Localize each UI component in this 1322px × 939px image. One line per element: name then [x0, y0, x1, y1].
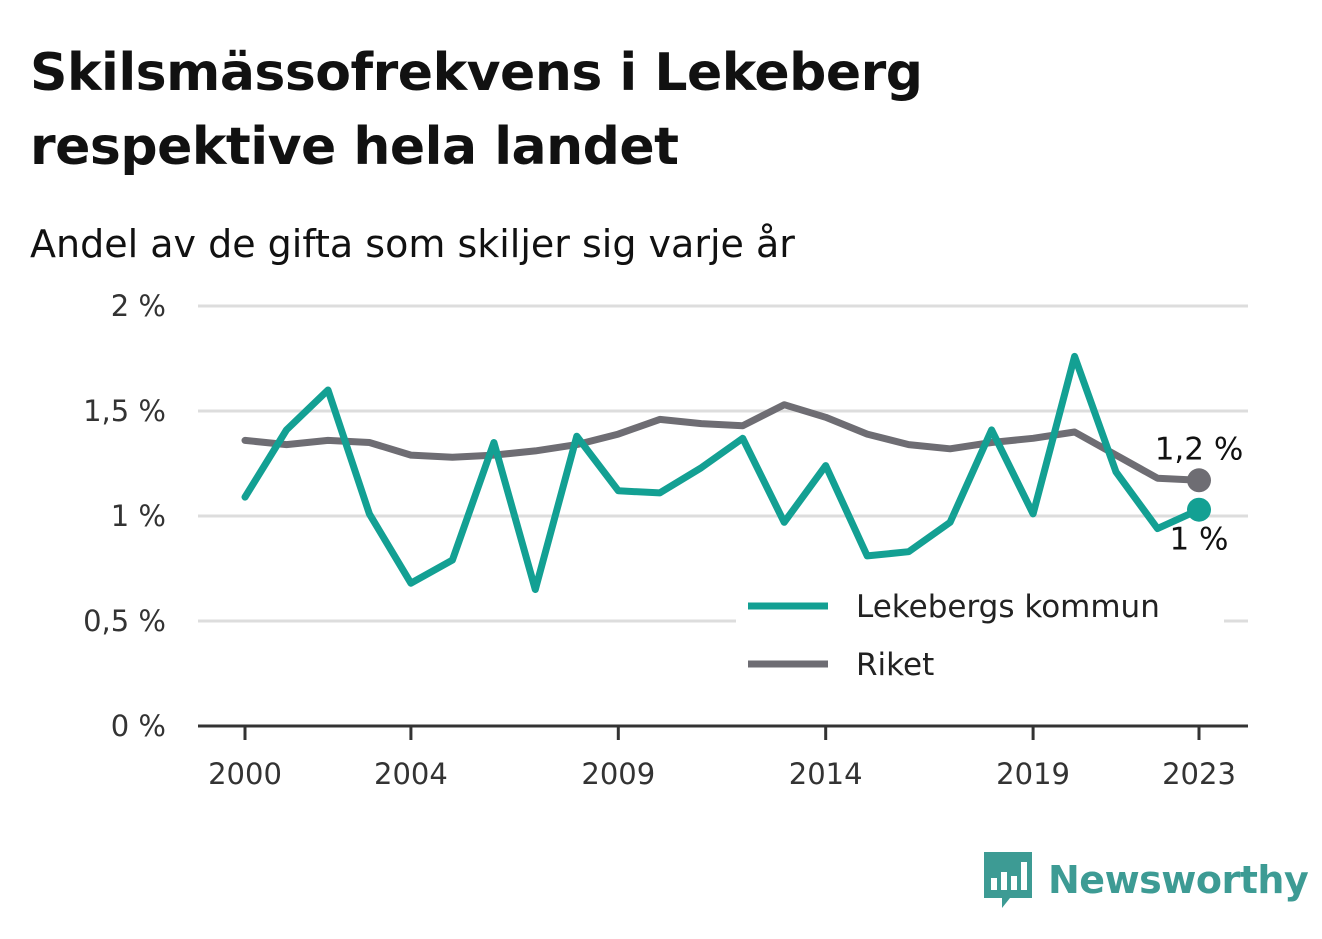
x-tick-label: 2019: [996, 757, 1070, 791]
x-tick-label: 2000: [208, 757, 282, 791]
line-chart: 0 % 0,5 % 1 % 1,5 % 2 % 2000 2004 2009 2014 2019 2…: [83, 289, 1248, 791]
y-tick-label: 2 %: [111, 289, 166, 323]
y-tick-label: 0 %: [111, 709, 166, 743]
legend-label-riket: Riket: [856, 647, 934, 683]
series-end-point-lekeberg: [1187, 497, 1211, 522]
axes: 0 % 0,5 % 1 % 1,5 % 2 % 2000 2004 2009 2014 2019 2…: [83, 289, 1248, 791]
series-line-lekeberg: [241, 352, 1203, 593]
y-tick-label: 1,5 %: [83, 394, 166, 428]
x-tick-label: 2004: [374, 757, 448, 791]
legend-background: [736, 578, 1224, 696]
legend-label-lekeberg: Lekebergs kommun: [856, 589, 1160, 625]
end-labels: 1,2 % 1 %: [1155, 431, 1244, 557]
series-lines: [241, 352, 1211, 593]
series-end-point-riket: [1187, 468, 1211, 493]
newsworthy-logo-icon: [984, 852, 1032, 908]
end-label-lekeberg: 1 %: [1169, 522, 1228, 558]
brand-name: Newsworthy: [1048, 858, 1309, 902]
legend: Lekebergs kommun Riket: [736, 578, 1224, 696]
x-tick-label: 2023: [1162, 757, 1236, 791]
chart-title: Skilsmässofrekvens i Lekeberg respektive…: [30, 43, 923, 177]
y-tick-label: 1 %: [111, 499, 166, 533]
y-tick-label: 0,5 %: [83, 604, 166, 638]
chart-subtitle: Andel av de gifta som skiljer sig varje …: [30, 222, 795, 266]
brand-logo: Newsworthy: [980, 850, 1309, 910]
end-label-riket: 1,2 %: [1155, 431, 1244, 467]
series-line-riket: [241, 401, 1203, 484]
x-tick-label: 2014: [789, 757, 863, 791]
x-tick-label: 2009: [581, 757, 655, 791]
